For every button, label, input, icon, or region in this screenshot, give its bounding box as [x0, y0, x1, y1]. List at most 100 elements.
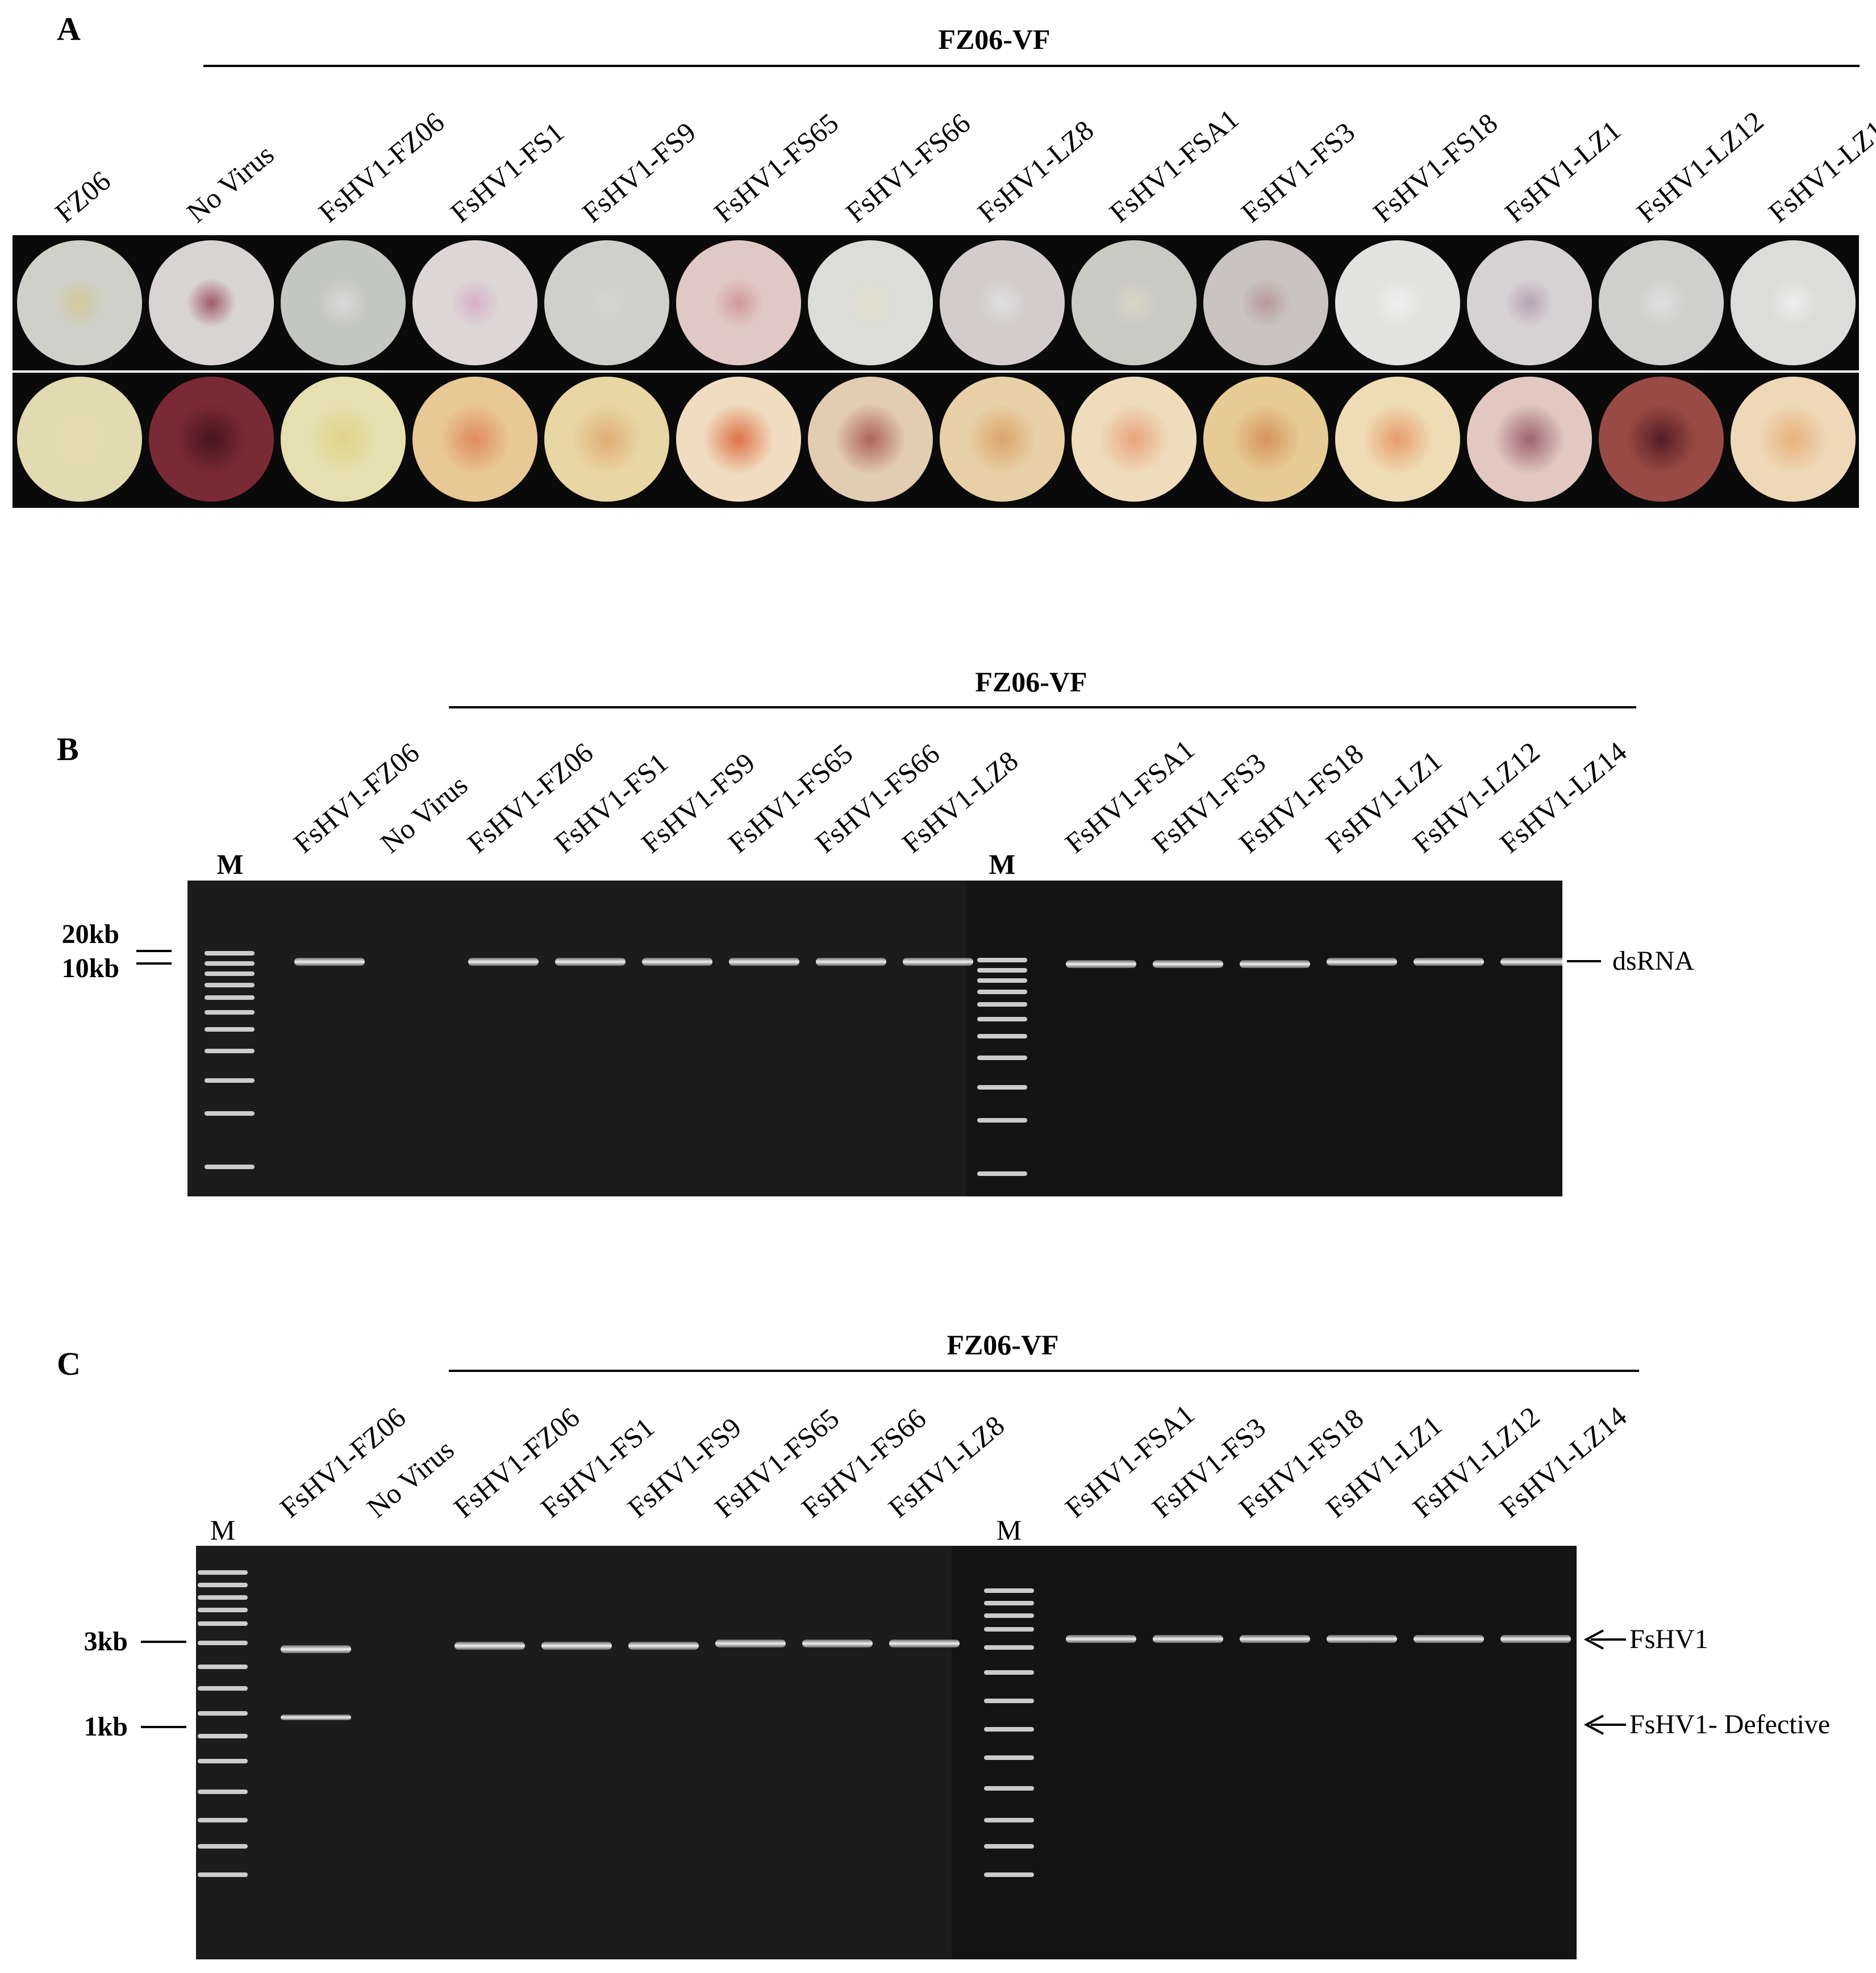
ladder-band	[198, 1790, 248, 1794]
panel-a-top-plate	[1467, 240, 1592, 365]
ladder-band	[205, 1027, 255, 1032]
ladder-band	[205, 971, 255, 976]
main-band	[1240, 960, 1310, 968]
panel-b-size-label-10kb: 10kb	[61, 953, 119, 983]
ladder-band	[984, 1844, 1034, 1849]
panel-c-tick-3kb	[141, 1641, 186, 1643]
main-band	[455, 1642, 525, 1650]
panel-a-bottom-plate	[544, 377, 669, 502]
ladder-band	[198, 1583, 248, 1587]
ladder-band	[984, 1645, 1034, 1650]
main-band	[1240, 1635, 1310, 1643]
ladder-band	[205, 1049, 255, 1053]
ladder-band	[205, 983, 255, 987]
main-band	[715, 1640, 786, 1647]
panel-a-top-plate	[412, 240, 537, 365]
panel-c-fshv1-arrow-shaft	[1591, 1638, 1626, 1641]
panel-c-fshv1-label: FsHV1	[1629, 1624, 1708, 1654]
main-band	[1153, 1635, 1223, 1643]
main-band	[642, 958, 712, 966]
panel-a-bottom-plate	[1467, 377, 1592, 502]
panel-a-group-line	[203, 65, 1860, 67]
ladder-band	[984, 1601, 1034, 1605]
panel-c-gel-right-half	[952, 1546, 1577, 1959]
panel-a-bottom-plate	[281, 377, 406, 502]
panel-b-gel-left-half	[187, 881, 966, 1196]
ladder-band	[984, 1699, 1034, 1703]
main-band	[1500, 958, 1562, 966]
ladder-band	[198, 1711, 248, 1716]
panel-a-lane-label: FsHV1-FS18	[1366, 106, 1504, 229]
panel-a-lane-label: FsHV1-LZ8	[971, 114, 1100, 229]
panel-b-tick-20kb	[136, 950, 172, 952]
panel-a-lane-label: FsHV1-FS3	[1235, 116, 1361, 229]
ladder-band	[205, 961, 255, 966]
ladder-band	[205, 951, 255, 956]
main-band	[555, 958, 626, 966]
ladder-band	[977, 1118, 1027, 1123]
panel-b-group-line	[449, 706, 1636, 708]
panel-b-tick-10kb	[136, 962, 172, 965]
ladder-band	[977, 990, 1027, 994]
ladder-band	[984, 1786, 1034, 1791]
ladder-band	[205, 995, 255, 1000]
panel-a-top-plate	[1335, 240, 1460, 365]
ladder-band	[984, 1627, 1034, 1632]
main-band	[281, 1645, 351, 1653]
ladder-band	[977, 1085, 1027, 1090]
main-band	[1500, 1635, 1571, 1643]
main-band	[729, 958, 799, 966]
panel-a-top-plate	[1599, 240, 1724, 365]
ladder-band	[977, 978, 1027, 983]
defective-band	[281, 1715, 351, 1720]
panel-b-size-label-20kb: 20kb	[61, 919, 119, 949]
panel-a-top-plate	[940, 240, 1065, 365]
ladder-band	[198, 1734, 248, 1738]
main-band	[889, 1640, 960, 1647]
panel-c-group-line	[449, 1370, 1639, 1372]
ladder-band	[205, 1010, 255, 1015]
ladder-band	[198, 1595, 248, 1600]
main-band	[816, 958, 886, 966]
panel-c-defective-arrow-shaft	[1591, 1724, 1626, 1726]
panel-a-bottom-plate	[1072, 377, 1197, 502]
panel-a-top-plate	[281, 240, 406, 365]
panel-a-bottom-plate-strip	[12, 370, 1859, 508]
panel-a-top-plate	[544, 240, 669, 365]
panel-a-lane-label: No Virus	[180, 138, 280, 229]
panel-c-marker-label-left: M	[210, 1514, 236, 1546]
panel-a-lane-label: FsHV1-FS65	[707, 106, 845, 229]
panel-a-lane-label: FsHV1-LZ1	[1498, 114, 1627, 229]
panel-a-bottom-plate	[1599, 377, 1724, 502]
ladder-band	[205, 1078, 255, 1083]
panel-a-top-plate	[149, 240, 274, 365]
panel-a-lane-label: FsHV1-LZ12	[1630, 105, 1770, 229]
panel-c-gel-left-half	[196, 1546, 952, 1959]
panel-a-lane-label: FsHV1-FSA1	[1103, 102, 1245, 229]
main-band	[1153, 960, 1223, 968]
panel-c-defective-label: FsHV1- Defective	[1629, 1709, 1831, 1740]
panel-a-bottom-plate	[1731, 377, 1856, 502]
panel-a-bottom-plate	[1335, 377, 1460, 502]
panel-b-dsrna-tick	[1567, 960, 1601, 962]
panel-a-bottom-plate	[17, 377, 142, 502]
ladder-band	[984, 1872, 1034, 1877]
panel-c-size-label-1kb: 1kb	[84, 1712, 128, 1742]
ladder-band	[198, 1570, 248, 1575]
panel-b-marker-label-left: M	[216, 848, 244, 880]
panel-a-top-plate-strip	[12, 235, 1859, 370]
ladder-band	[198, 1872, 248, 1877]
main-band	[1414, 958, 1484, 966]
panel-a-lane-label: FsHV1-LZ14	[1762, 105, 1876, 229]
ladder-band	[198, 1641, 248, 1645]
panel-a-bottom-plate	[412, 377, 537, 502]
panel-a-lane-label: FZ06	[48, 164, 116, 229]
ladder-band	[977, 1034, 1027, 1038]
panel-a-bottom-plate	[808, 377, 933, 502]
panel-a-bottom-plate	[149, 377, 274, 502]
panel-c-tick-1kb	[141, 1726, 186, 1728]
ladder-band	[984, 1613, 1034, 1618]
ladder-band	[205, 1111, 255, 1116]
main-band	[294, 958, 365, 966]
ladder-band	[984, 1755, 1034, 1760]
